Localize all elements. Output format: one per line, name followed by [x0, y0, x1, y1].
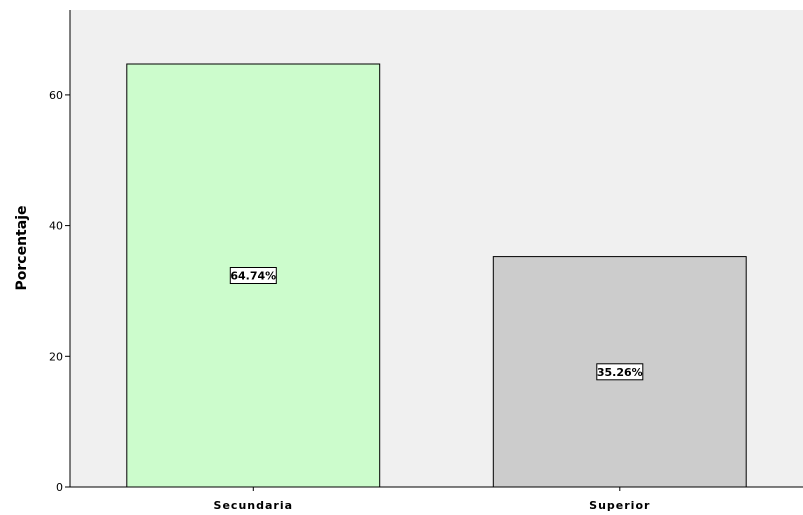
data-label-box — [229, 267, 277, 284]
y-tick-label: 60 — [49, 89, 63, 102]
y-tick-label: 40 — [49, 220, 63, 233]
y-tick-label: 0 — [56, 481, 63, 494]
data-label: 64.74% — [230, 270, 276, 283]
data-label: 35.26% — [597, 366, 643, 379]
x-tick-label: Secundaria — [214, 499, 293, 512]
data-label-box — [596, 363, 644, 381]
y-tick-label: 20 — [49, 350, 63, 363]
x-tick-label: Superior — [589, 499, 650, 512]
y-axis-title: Porcentaje — [14, 206, 30, 291]
